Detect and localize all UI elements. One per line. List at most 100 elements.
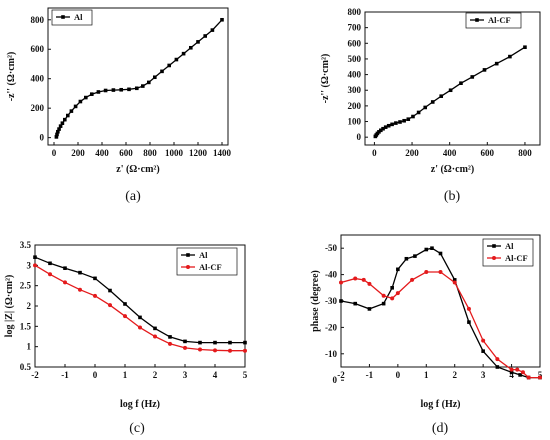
data-point	[523, 45, 527, 50]
series-line-Al-CF	[34, 264, 245, 352]
y-tick-label: -20	[325, 322, 337, 332]
data-point	[119, 87, 123, 92]
data-point	[228, 348, 232, 353]
x-tick-label: 600	[119, 148, 133, 158]
data-point	[58, 124, 63, 128]
legend-box	[482, 238, 534, 267]
legend-marker	[492, 256, 496, 260]
data-point	[404, 256, 409, 261]
data-point	[103, 88, 108, 93]
y-tick-label: 200	[348, 101, 362, 111]
y-tick-label: 600	[348, 38, 362, 48]
data-point	[526, 375, 531, 380]
data-point	[467, 320, 471, 324]
data-point	[386, 123, 391, 128]
x-tick-label: 800	[143, 148, 157, 158]
data-point	[63, 280, 67, 285]
x-tick-label: 0	[396, 370, 401, 380]
data-point	[181, 51, 186, 56]
data-point	[167, 63, 171, 68]
x-axis-label: z' (Ω·cm²)	[116, 164, 160, 175]
data-point	[381, 293, 386, 298]
data-point	[367, 307, 372, 311]
chart-panel-b: 0 200 400 600 800 0 100 200 300 400 500 600 700 800 z'…	[320, 7, 541, 204]
data-point	[33, 263, 37, 268]
data-point	[57, 127, 61, 131]
panel-caption: (d)	[432, 421, 449, 436]
y-tick-label: 700	[348, 23, 362, 33]
data-point	[413, 254, 417, 258]
data-point	[78, 287, 82, 292]
data-point	[153, 326, 157, 331]
data-point	[66, 113, 70, 118]
data-point	[424, 269, 429, 274]
y-tick-label: 200	[31, 103, 45, 113]
series-line-Al	[55, 19, 223, 138]
y-tick-label: 500	[348, 54, 362, 64]
data-point	[416, 110, 421, 115]
data-point	[198, 347, 202, 352]
x-tick-label: -1	[61, 370, 69, 380]
data-point	[54, 135, 59, 139]
legend-label: Al	[199, 250, 208, 260]
data-point	[353, 276, 358, 281]
y-axis-label: phase (degree)	[310, 270, 321, 332]
panel-caption: (c)	[129, 421, 145, 436]
x-tick-label: 2	[452, 370, 457, 380]
y-tick-label: 0	[333, 375, 338, 385]
data-point	[495, 357, 500, 362]
data-point	[411, 114, 415, 119]
data-point	[452, 278, 457, 282]
data-point	[395, 291, 400, 296]
data-point	[183, 339, 187, 344]
data-point	[84, 95, 88, 100]
x-tick-label: 5	[538, 370, 543, 380]
data-point	[33, 255, 37, 259]
x-tick-label: 200	[405, 148, 419, 158]
data-point	[438, 269, 443, 274]
y-tick-label: 2.5	[20, 281, 32, 291]
x-tick-label: 1200	[189, 148, 208, 158]
x-tick-label: -1	[366, 370, 374, 380]
legend-label: Al-CF	[199, 262, 222, 272]
y-tick-label: 0	[357, 132, 362, 142]
y-tick-label: 300	[348, 85, 362, 95]
x-tick-label: 1	[123, 370, 128, 380]
data-point	[353, 301, 358, 306]
data-point	[147, 80, 151, 85]
y-tick-label: 3	[27, 260, 32, 270]
legend-marker	[61, 15, 65, 19]
data-point	[78, 99, 83, 104]
legend-marker	[186, 265, 190, 269]
x-tick-label: 3	[183, 370, 188, 380]
data-point	[396, 267, 400, 272]
data-point	[448, 88, 453, 93]
data-point	[153, 75, 157, 80]
data-point	[339, 299, 343, 303]
y-tick-label: 0	[40, 133, 45, 143]
y-axis-label: -z'' (Ω·cm²)	[320, 54, 331, 104]
data-point	[153, 334, 157, 339]
data-point	[160, 69, 164, 74]
y-tick-label: 800	[348, 7, 362, 17]
data-point	[381, 126, 385, 131]
data-point	[135, 86, 139, 91]
data-point	[108, 303, 112, 308]
x-tick-label: 1	[424, 370, 429, 380]
data-point	[383, 125, 388, 129]
y-axis-label: -z'' (Ω·cm²)	[6, 52, 17, 102]
data-point	[123, 314, 127, 319]
data-point	[220, 17, 224, 22]
data-point	[508, 54, 512, 59]
data-point	[515, 367, 520, 372]
data-point	[438, 251, 443, 256]
y-tick-label: 400	[348, 70, 362, 80]
data-point	[213, 348, 217, 353]
legend-box	[176, 247, 238, 276]
chart-panel-c: -2 -1 0 1 2 3 4 5 0.5 1 1.5 2 2.5 3 3.5 log f (Hz) log |…	[4, 240, 248, 436]
data-point	[174, 57, 179, 62]
panel-caption: (b)	[444, 189, 461, 204]
data-point	[494, 61, 499, 66]
legend-label: Al	[505, 241, 514, 251]
